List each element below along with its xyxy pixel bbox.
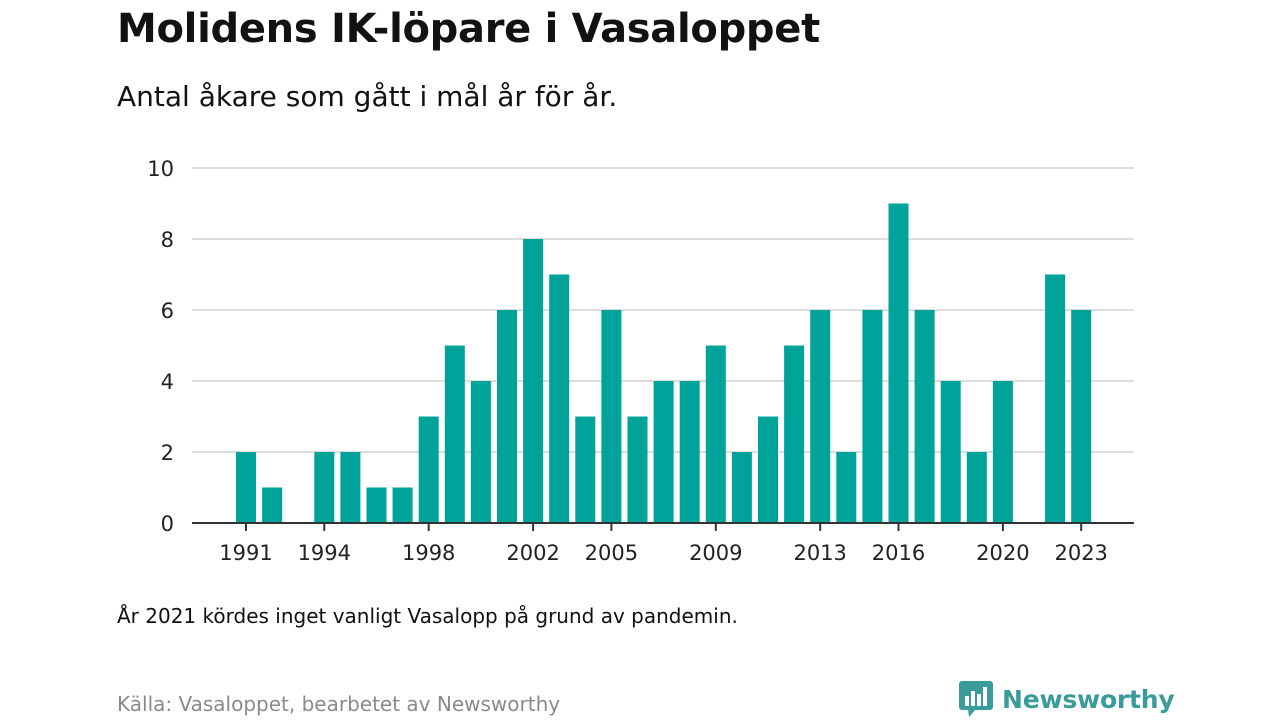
- y-tick-label: 0: [161, 512, 174, 536]
- bar: [679, 381, 700, 523]
- bar: [940, 381, 961, 523]
- chart-subtitle: Antal åkare som gått i mål år för år.: [117, 80, 618, 113]
- x-tick-label: 2002: [506, 541, 559, 565]
- y-tick-label: 10: [147, 157, 174, 181]
- bar: [314, 452, 335, 523]
- bar: [549, 274, 570, 523]
- bar: [888, 203, 909, 523]
- x-tick-label: 2005: [585, 541, 638, 565]
- chart-title: Molidens IK-löpare i Vasaloppet: [117, 6, 820, 52]
- x-tick-label: 2023: [1054, 541, 1107, 565]
- bar: [731, 452, 752, 523]
- bar: [1071, 310, 1092, 523]
- bar: [523, 239, 544, 523]
- bar: [444, 345, 465, 523]
- chart-note: År 2021 kördes inget vanligt Vasalopp på…: [117, 604, 738, 628]
- bar: [392, 487, 413, 523]
- bar: [340, 452, 361, 523]
- bar-chart: 0 2 4 6 8 10 1991 1994 1998 2002 2005 2009 2013 2016 2…: [147, 157, 1134, 565]
- x-tick-label: 1994: [298, 541, 351, 565]
- y-tick-label: 6: [161, 299, 174, 323]
- bar: [262, 487, 283, 523]
- bar: [366, 487, 387, 523]
- bar: [862, 310, 883, 523]
- bar: [470, 381, 491, 523]
- bar: [705, 345, 726, 523]
- source-credit: Källa: Vasaloppet, bearbetet av Newswort…: [117, 692, 561, 716]
- x-tick-label: 1998: [402, 541, 455, 565]
- bar: [236, 452, 256, 523]
- y-tick-label: 4: [161, 370, 174, 394]
- x-tick-label: 1991: [219, 541, 272, 565]
- bar: [1045, 274, 1066, 523]
- brand-logo: Newsworthy: [958, 680, 1175, 718]
- brand-name: Newsworthy: [1002, 684, 1175, 714]
- bar: [914, 310, 935, 523]
- bar: [992, 381, 1013, 523]
- x-tick-label: 2020: [976, 541, 1029, 565]
- bar: [627, 416, 648, 523]
- bar: [810, 310, 831, 523]
- bar: [575, 416, 596, 523]
- x-tick-label: 2013: [793, 541, 846, 565]
- y-tick-label: 8: [161, 228, 174, 252]
- bar: [836, 452, 857, 523]
- y-tick-label: 2: [161, 441, 174, 465]
- bar: [966, 452, 987, 523]
- bar: [497, 310, 517, 523]
- x-tick-label: 2009: [689, 541, 742, 565]
- bar: [784, 345, 805, 523]
- bar: [601, 310, 622, 523]
- bar: [418, 416, 439, 523]
- bar: [653, 381, 674, 523]
- bar: [758, 416, 778, 523]
- x-tick-label: 2016: [872, 541, 925, 565]
- newsworthy-logo-icon: [959, 681, 993, 717]
